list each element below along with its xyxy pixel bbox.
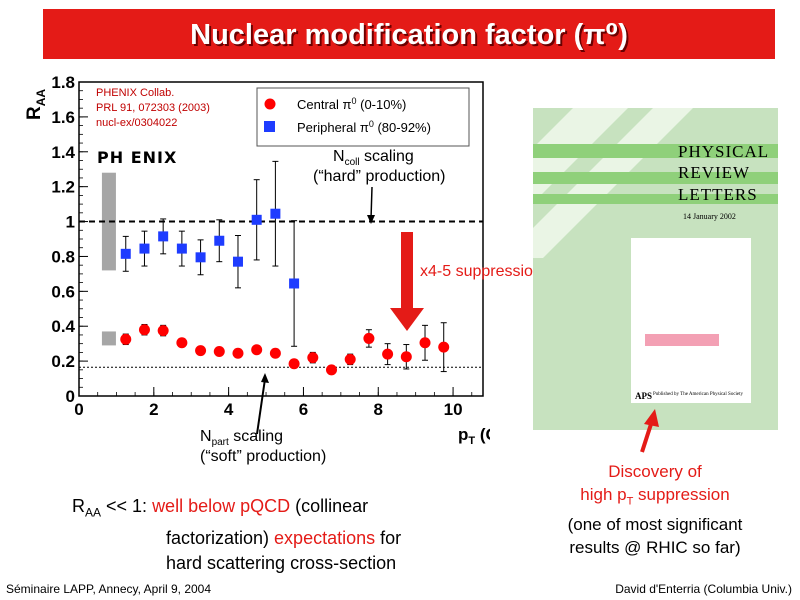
x-tick-label: 2	[149, 400, 158, 419]
reference-citation: PHENIX Collab. PRL 91, 072303 (2003) nuc…	[96, 86, 210, 131]
svg-text:RAA: RAA	[24, 89, 48, 120]
discovery-line: (one of most significant	[567, 515, 743, 535]
aps-logo: APS	[635, 391, 653, 401]
journal-publisher: Published by The American Physical Socie…	[653, 392, 744, 397]
discovery-arrow	[640, 409, 659, 453]
peripheral-data-point	[120, 248, 131, 259]
ncoll-annotation: Ncoll scaling (“hard” production)	[313, 148, 446, 186]
y-tick-label: 1.4	[51, 143, 75, 162]
reference-line: PRL 91, 072303 (2003)	[96, 102, 210, 114]
journal-date: 14 January 2002	[683, 212, 736, 221]
central-data-point	[120, 333, 132, 345]
peripheral-scale-band	[101, 172, 116, 271]
y-tick-label: 0	[66, 387, 75, 406]
x-tick-label: 4	[224, 400, 234, 419]
y-tick-label: 0.2	[51, 352, 75, 371]
central-data-point	[157, 325, 169, 337]
x-tick-label: 8	[374, 400, 383, 419]
y-tick-label: 0.8	[51, 247, 75, 266]
y-tick-label: 0.4	[51, 317, 75, 336]
y-tick-label: 1.6	[51, 108, 75, 127]
conclusion-text: RAA << 1: well below pQCD (collinear fac…	[72, 496, 402, 573]
central-data-point	[400, 351, 412, 363]
peripheral-data-point	[214, 235, 225, 246]
central-data-point	[251, 344, 263, 356]
y-tick-label: 1.8	[51, 73, 75, 92]
x-tick-label: 0	[74, 400, 83, 419]
journal-name-line: REVIEW	[678, 163, 751, 182]
central-data-point	[138, 324, 150, 336]
suppression-label: x4-5 suppression	[420, 263, 542, 280]
x-tick-label: 10	[444, 400, 463, 419]
discovery-line: Discovery of	[608, 462, 702, 481]
legend-central-label: Central π0 (0-10%)	[297, 96, 406, 112]
central-data-point	[232, 347, 244, 359]
peripheral-data-point	[176, 243, 187, 254]
peripheral-data-point	[251, 214, 262, 225]
discovery-line: high pT suppression	[580, 485, 730, 508]
legend-central-marker	[264, 98, 276, 110]
peripheral-data-point	[195, 252, 206, 263]
journal-name-line: PHYSICAL	[678, 142, 770, 161]
raa-plot: 0 2 4 6 8 10 0 0.2 0.4 0.6 0.8 1 1.2 1.4 1.6 1.8 Centra…	[24, 73, 490, 447]
peripheral-data-point	[139, 243, 150, 254]
peripheral-data-point	[270, 208, 281, 219]
ncoll-arrow	[367, 186, 375, 224]
central-data-point	[419, 337, 431, 349]
central-data-point	[195, 345, 207, 357]
central-data-point	[213, 346, 225, 358]
y-axis-label: RAA	[24, 89, 48, 120]
discovery-line: results @ RHIC so far)	[569, 538, 741, 558]
central-data-point	[269, 347, 281, 359]
x-axis-label: pT (GeV/c)	[458, 425, 490, 447]
central-scale-band	[101, 331, 116, 346]
central-data-point	[344, 353, 356, 365]
legend-peripheral-label: Peripheral π0 (80-92%)	[297, 119, 431, 135]
central-data-point	[363, 332, 375, 344]
legend-box	[256, 87, 470, 147]
reference-line: PHENIX Collab.	[96, 87, 175, 99]
footer-seminar: Séminaire LAPP, Annecy, April 9, 2004	[6, 582, 212, 596]
peripheral-data-point	[232, 256, 243, 267]
npart-arrow	[256, 373, 269, 435]
y-tick-label: 1	[66, 213, 75, 232]
x-tick-label: 6	[299, 400, 308, 419]
journal-name-line: LETTERS	[678, 185, 758, 204]
footer-author: David d'Enterria (Columbia Univ.)	[615, 582, 792, 596]
central-data-point	[326, 364, 337, 376]
reference-line: nucl-ex/0304022	[96, 117, 178, 129]
legend-peripheral-marker	[264, 121, 275, 132]
central-data-point	[307, 352, 319, 364]
peripheral-data-point	[289, 278, 300, 289]
npart-annotation: Npart scaling (“soft” production)	[200, 428, 327, 466]
suppression-arrow	[390, 232, 424, 331]
discovery-note: Discovery of high pT suppression (one of…	[520, 460, 790, 559]
prl-cover-image: PHYSICAL REVIEW LETTERS 14 January 2002 …	[533, 108, 778, 430]
central-data-point	[438, 341, 450, 353]
central-data-point	[176, 337, 188, 349]
central-data-point	[288, 358, 300, 370]
y-tick-label: 1.2	[51, 178, 75, 197]
peripheral-data-point	[158, 231, 169, 242]
cover-stripes	[533, 108, 778, 403]
phenix-logo: PH ENIX	[97, 148, 178, 167]
slide-title: Nuclear modification factor (π⁰)	[43, 9, 775, 59]
central-data-point	[382, 348, 394, 360]
y-tick-label: 0.6	[51, 282, 75, 301]
